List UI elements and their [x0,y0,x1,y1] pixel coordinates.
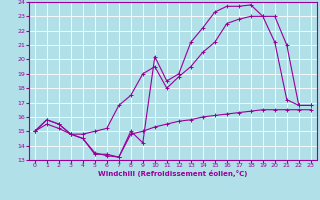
X-axis label: Windchill (Refroidissement éolien,°C): Windchill (Refroidissement éolien,°C) [98,170,247,177]
